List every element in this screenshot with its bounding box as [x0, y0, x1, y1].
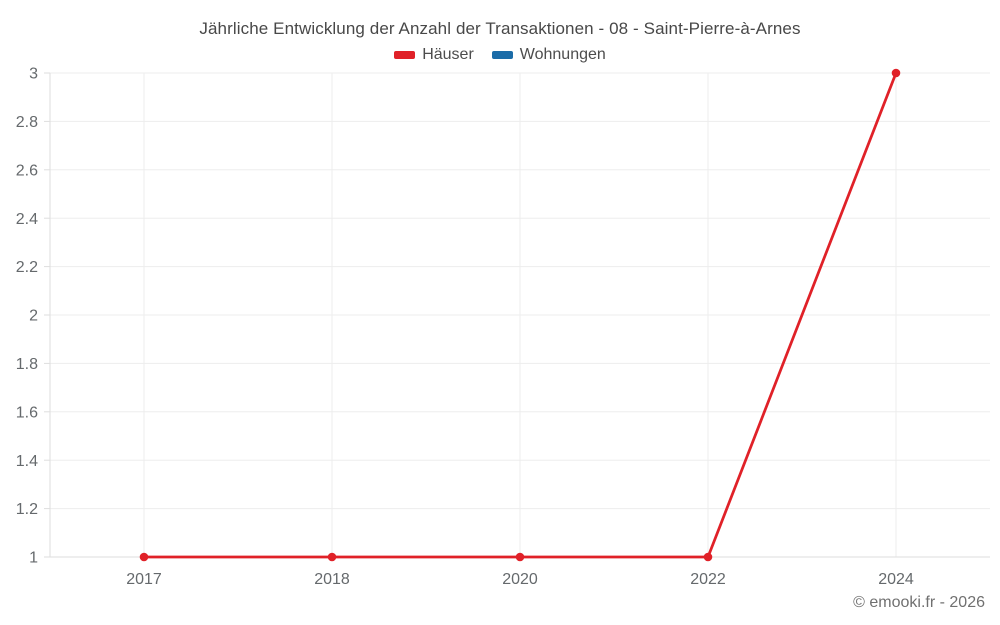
chart-title: Jährliche Entwicklung der Anzahl der Tra…: [199, 19, 801, 38]
y-tick-label: 3: [29, 66, 38, 83]
legend-label-haeuser: Häuser: [422, 46, 474, 63]
legend-item-wohnungen[interactable]: Wohnungen: [491, 46, 606, 64]
y-tick-label: 1.4: [16, 453, 38, 470]
x-tick-label: 2024: [878, 571, 914, 588]
chart-legend: Häuser Wohnungen: [0, 46, 1000, 64]
x-tick-label: 2020: [502, 571, 538, 588]
y-tick-label: 1.2: [16, 501, 38, 518]
y-tick-label: 1.6: [16, 404, 38, 421]
data-point-2017: [139, 552, 149, 562]
y-tick-label: 1.8: [16, 356, 38, 373]
data-point-2024: [891, 68, 901, 78]
y-tick-label: 1: [29, 550, 38, 567]
legend-label-wohnungen: Wohnungen: [519, 46, 606, 63]
gridlines: [50, 72, 990, 558]
legend-swatch-wohnungen-icon: [491, 51, 513, 59]
x-tick-label: 2022: [690, 571, 726, 588]
x-tick-label: 2017: [126, 571, 162, 588]
y-tick-label: 2.8: [16, 114, 38, 131]
y-tick-label: 2: [29, 308, 38, 325]
copyright-text: © emooki.fr - 2026: [853, 594, 985, 611]
data-point-2018: [327, 552, 337, 562]
series: [139, 68, 901, 562]
x-tick-label: 2018: [314, 571, 350, 588]
data-point-2020: [515, 552, 525, 562]
data-point-2022: [703, 552, 713, 562]
y-tick-label: 2.2: [16, 259, 38, 276]
y-tick-label: 2.4: [16, 211, 38, 228]
axis-labels: 1 1.2 1.4 1.6 1.8 2 2.2 2.4 2.6 2.8 3 2017 2018 2020 2…: [16, 66, 914, 588]
legend-item-haeuser[interactable]: Häuser: [394, 46, 474, 64]
legend-swatch-haeuser-icon: [394, 51, 416, 59]
y-tick-label: 2.6: [16, 162, 38, 179]
